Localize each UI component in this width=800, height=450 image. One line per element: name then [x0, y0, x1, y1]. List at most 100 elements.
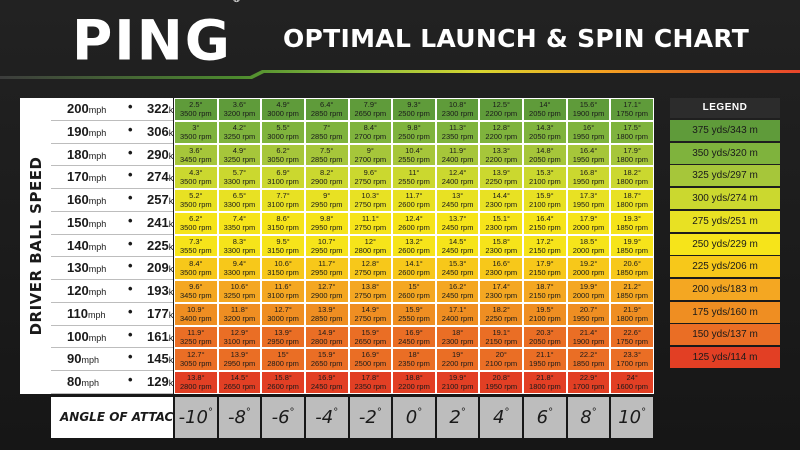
- grid-cell: 15.9° 2100 rpm: [524, 190, 566, 211]
- spin-rate: 3200 rpm: [223, 313, 256, 323]
- spin-rate: 2700 rpm: [354, 131, 387, 141]
- color-stripe: [0, 64, 800, 80]
- launch-angle: 12.4°: [405, 213, 423, 223]
- spin-rate: 2600 rpm: [398, 222, 430, 232]
- launch-angle: 9°: [323, 191, 331, 201]
- spin-rate: 1950 rpm: [485, 382, 518, 392]
- speed-separator: •: [128, 258, 133, 274]
- speed-row-140: 140mph•225km/h: [51, 235, 188, 258]
- launch-angle: 12.9°: [230, 327, 249, 337]
- grid-cell: 15.8° 2300 rpm: [480, 235, 523, 257]
- spin-rate: 3100 rpm: [223, 336, 256, 346]
- launch-angle: 20°: [495, 350, 507, 360]
- aoa-degree: °: [245, 407, 251, 418]
- grid-cell: 19° 2200 rpm: [436, 349, 479, 371]
- spin-rate: 2750 rpm: [354, 200, 387, 210]
- spin-rate: 2600 rpm: [398, 200, 430, 210]
- launch-angle: 16.6°: [492, 259, 511, 269]
- grid-cell: 15.6° 1900 rpm: [567, 99, 610, 120]
- speed-mph-value: 200: [67, 101, 89, 116]
- spin-rate: 2450 rpm: [441, 268, 474, 278]
- spin-rate: 2700 rpm: [354, 154, 387, 164]
- speed-kmh-value: 322: [147, 101, 169, 116]
- speed-kmh-value: 177: [147, 305, 169, 321]
- spin-rate: 2850 rpm: [310, 313, 343, 323]
- grid-cell: 13.8° 2800 rpm: [175, 372, 217, 393]
- grid-cell: 4.2° 3250 rpm: [218, 121, 261, 143]
- speed-mph-value: 80: [67, 374, 82, 390]
- spin-rate: 2050 rpm: [529, 131, 561, 141]
- spin-rate: 2000 rpm: [572, 268, 605, 278]
- grid-cell: 11° 2550 rpm: [393, 167, 435, 189]
- grid-cell: 12.9° 3100 rpm: [218, 326, 261, 348]
- spin-rate: 1800 rpm: [616, 313, 649, 323]
- launch-angle: 16.2°: [448, 282, 467, 292]
- spin-rate: 2850 rpm: [310, 131, 343, 141]
- speed-row-170: 170mph•274km/h: [51, 166, 188, 190]
- speed-mph-unit: mph: [81, 355, 99, 366]
- spin-rate: 2500 rpm: [398, 109, 430, 118]
- spin-rate: 3100 rpm: [267, 291, 299, 301]
- launch-angle: 12.8°: [361, 259, 380, 269]
- aoa-label-box: [51, 397, 173, 438]
- spin-rate: 2800 rpm: [267, 359, 299, 369]
- spin-rate: 3150 rpm: [267, 268, 299, 278]
- spin-rate: 1950 rpm: [529, 359, 561, 369]
- spin-rate: 2450 rpm: [441, 200, 474, 210]
- aoa-cell: -10°: [175, 397, 217, 438]
- launch-angle: 15.3°: [448, 259, 467, 269]
- grid-cell: 16.9° 2500 rpm: [349, 349, 392, 371]
- grid-cell: 15° 2800 rpm: [262, 349, 304, 371]
- grid-cell: 13.9° 2950 rpm: [218, 349, 261, 371]
- grid-cell: 11.1° 2750 rpm: [349, 212, 392, 234]
- spin-rate: 3400 rpm: [179, 313, 212, 323]
- aoa-degree: °: [591, 407, 597, 418]
- speed-mph-value: 160: [67, 192, 89, 208]
- spin-rate: 3250 rpm: [223, 131, 256, 141]
- grid-cell: 12.8° 2200 rpm: [480, 121, 523, 143]
- launch-angle: 11.6°: [274, 282, 292, 292]
- speed-separator: •: [128, 281, 133, 297]
- grid-cell: 6.9° 3100 rpm: [262, 167, 304, 189]
- aoa-cell: 6°: [524, 397, 566, 438]
- grid-cell: 12.7° 2900 rpm: [305, 281, 348, 302]
- launch-angle: 7.7°: [276, 191, 290, 201]
- grid-cell: 13.7° 2450 rpm: [436, 212, 479, 234]
- spin-rate: 2800 rpm: [310, 336, 343, 346]
- speed-separator: •: [128, 167, 133, 183]
- launch-angle: 18.2°: [492, 304, 511, 314]
- spin-rate: 2350 rpm: [398, 359, 430, 369]
- launch-angle: 13.7°: [448, 213, 467, 223]
- speed-row-130: 130mph•209km/h: [51, 257, 188, 281]
- speed-mph-unit: mph: [88, 173, 107, 184]
- launch-angle: 14.8°: [536, 145, 554, 155]
- launch-angle: 18°: [451, 327, 464, 337]
- speed-separator: •: [128, 235, 133, 251]
- speed-mph: 130mph: [67, 260, 106, 275]
- launch-angle: 18.2°: [623, 168, 641, 178]
- grid-cell: 5.2° 3500 rpm: [175, 190, 217, 211]
- spin-rate: 3350 rpm: [223, 222, 256, 232]
- aoa-degree: °: [460, 407, 466, 418]
- launch-angle: 13.9°: [317, 304, 336, 314]
- grid-cell: 8.6° 3150 rpm: [262, 212, 304, 234]
- speed-column: 200mph•322km/h190mph•306km/h180mph•290km…: [51, 98, 188, 394]
- aoa-cell: 4°: [480, 397, 523, 438]
- spin-rate: 3300 rpm: [223, 177, 256, 187]
- launch-angle: 12.5°: [492, 100, 511, 109]
- launch-angle: 21.1°: [536, 350, 554, 360]
- spin-rate: 2650 rpm: [354, 336, 387, 346]
- spin-rate: 3200 rpm: [223, 109, 256, 118]
- launch-angle: 8.6°: [276, 213, 290, 223]
- aoa-cell: 10°: [611, 397, 653, 438]
- spin-rate: 2800 rpm: [354, 245, 387, 255]
- launch-angle: 8.2°: [320, 168, 334, 178]
- launch-angle: 13°: [451, 191, 464, 201]
- spin-rate: 2000 rpm: [572, 245, 605, 255]
- launch-angle: 15.8°: [274, 373, 292, 383]
- spin-rate: 1750 rpm: [616, 109, 649, 118]
- spin-rate: 2200 rpm: [485, 131, 518, 141]
- spin-rate: 2950 rpm: [310, 268, 343, 278]
- launch-angle: 17.3°: [579, 191, 598, 201]
- grid-cell: 17.8° 2350 rpm: [349, 372, 392, 393]
